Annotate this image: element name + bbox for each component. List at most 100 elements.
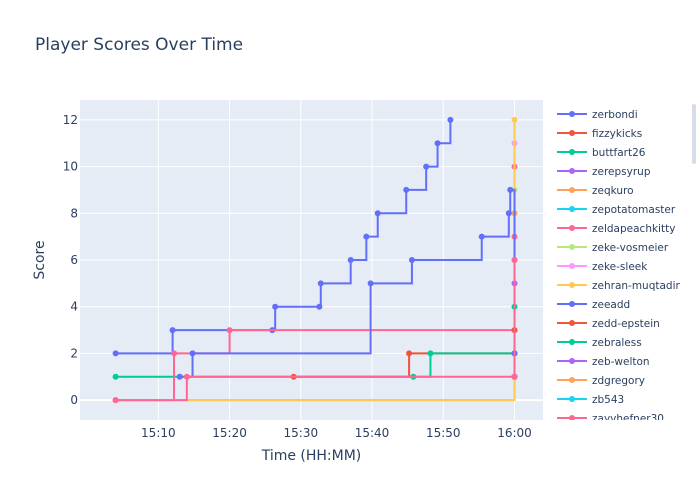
data-point[interactable] xyxy=(112,397,119,404)
y-tick-label: 12 xyxy=(63,113,78,127)
data-point[interactable] xyxy=(423,163,430,170)
legend-label: fizzykicks xyxy=(592,128,642,140)
legend-item[interactable]: zdgregory xyxy=(557,375,645,387)
legend-marker xyxy=(569,149,575,155)
data-point[interactable] xyxy=(189,350,196,357)
legend-marker xyxy=(569,244,575,250)
data-point[interactable] xyxy=(316,303,323,310)
legend-marker xyxy=(569,396,575,402)
legend-marker xyxy=(569,187,575,193)
legend-marker xyxy=(569,301,575,307)
ticks: 15:10 15:20 15:30 15:40 15:50 16:00 0 2 4 6 8 10 12 xyxy=(63,113,532,440)
legend-item[interactable]: zeb-welton xyxy=(557,356,650,368)
legend-item[interactable]: zeke-vosmeier xyxy=(557,242,669,254)
legend-marker xyxy=(569,130,575,136)
legend-item[interactable]: fizzykicks xyxy=(557,128,642,140)
legend-item[interactable]: zerepsyrup xyxy=(557,166,651,178)
legend-item[interactable]: zerbondi xyxy=(557,109,638,121)
legend-item[interactable]: zayvhefner30 xyxy=(557,413,664,425)
legend-label: zepotatomaster xyxy=(592,204,676,216)
x-tick-label: 15:40 xyxy=(355,426,390,440)
data-point[interactable] xyxy=(403,186,410,193)
legend-item[interactable]: zeldapeachkitty xyxy=(557,223,675,235)
legend-marker xyxy=(569,358,575,364)
legend-label: zb543 xyxy=(592,394,624,406)
y-tick-label: 2 xyxy=(70,346,78,360)
data-point[interactable] xyxy=(507,186,514,193)
legend-label: zehran-muqtadir xyxy=(592,280,681,292)
legend-item[interactable]: zedd-epstein xyxy=(557,318,660,330)
legend-item[interactable]: buttfart26 xyxy=(557,147,646,159)
chart-title: Player Scores Over Time xyxy=(35,35,243,55)
x-tick-label: 15:50 xyxy=(426,426,461,440)
legend-marker xyxy=(569,263,575,269)
y-tick-label: 6 xyxy=(70,253,78,267)
legend-label: zebraless xyxy=(592,337,642,349)
y-tick-label: 10 xyxy=(63,160,78,174)
legend-label: buttfart26 xyxy=(592,147,646,159)
data-point[interactable] xyxy=(427,350,434,357)
data-point[interactable] xyxy=(183,373,190,380)
y-tick-label: 0 xyxy=(70,393,78,407)
legend-label: zerbondi xyxy=(592,109,638,121)
data-point[interactable] xyxy=(511,373,518,380)
data-point[interactable] xyxy=(434,140,441,147)
data-point[interactable] xyxy=(317,280,324,287)
legend-label: zeldapeachkitty xyxy=(592,223,675,235)
data-point[interactable] xyxy=(511,257,518,263)
legend-marker xyxy=(569,168,575,174)
legend-label: zeke-vosmeier xyxy=(592,242,669,254)
legend-item[interactable]: zehran-muqtadir xyxy=(557,280,681,292)
legend-label: zeqkuro xyxy=(592,185,634,197)
legend-marker xyxy=(569,225,575,231)
legend-label: zerepsyrup xyxy=(592,166,651,178)
legend-label: zdgregory xyxy=(592,375,645,387)
data-point[interactable] xyxy=(169,327,176,334)
data-point[interactable] xyxy=(447,116,454,123)
series-layer xyxy=(112,116,518,404)
data-point[interactable] xyxy=(272,303,279,310)
legend-item[interactable]: zb543 xyxy=(557,394,624,406)
data-point[interactable] xyxy=(511,116,518,123)
data-point[interactable] xyxy=(171,350,178,357)
legend-marker xyxy=(569,415,575,420)
x-tick-label: 15:10 xyxy=(141,426,176,440)
x-axis-title: Time (HH:MM) xyxy=(261,448,362,464)
legend-label: zeke-sleek xyxy=(592,261,648,273)
legend-marker xyxy=(569,339,575,345)
legend-marker xyxy=(569,377,575,383)
legend-label: zayvhefner30 xyxy=(592,413,664,425)
legend-marker xyxy=(569,206,575,212)
data-point[interactable] xyxy=(408,257,415,263)
data-point[interactable] xyxy=(112,373,119,380)
legend: zerbondi fizzykicks buttfart26 zerepsyrup ze… xyxy=(557,109,681,425)
legend-scrollbar[interactable] xyxy=(692,104,696,164)
legend-item[interactable]: zeqkuro xyxy=(557,185,634,197)
legend-item[interactable]: zeeadd xyxy=(557,299,630,311)
data-point[interactable] xyxy=(226,327,233,334)
data-point[interactable] xyxy=(112,350,119,357)
x-tick-label: 15:20 xyxy=(212,426,247,440)
legend-marker xyxy=(569,282,575,288)
data-point[interactable] xyxy=(367,280,374,287)
legend-marker xyxy=(569,111,575,117)
data-point[interactable] xyxy=(406,350,413,357)
legend-item[interactable]: zeke-sleek xyxy=(557,261,648,273)
data-point[interactable] xyxy=(363,233,370,240)
data-point[interactable] xyxy=(176,373,183,380)
x-tick-label: 15:30 xyxy=(284,426,319,440)
series-zayvhefner30 xyxy=(112,257,518,404)
legend-marker xyxy=(569,320,575,326)
y-tick-label: 4 xyxy=(70,300,78,314)
y-axis-title: Score xyxy=(32,240,48,279)
y-tick-label: 8 xyxy=(70,206,78,220)
data-point[interactable] xyxy=(374,210,381,217)
data-point[interactable] xyxy=(347,257,354,263)
legend-label: zeeadd xyxy=(592,299,630,311)
legend-label: zeb-welton xyxy=(592,356,650,368)
data-point[interactable] xyxy=(478,233,485,240)
data-point[interactable] xyxy=(505,210,512,217)
legend-item[interactable]: zepotatomaster xyxy=(557,204,676,216)
legend-item[interactable]: zebraless xyxy=(557,337,642,349)
